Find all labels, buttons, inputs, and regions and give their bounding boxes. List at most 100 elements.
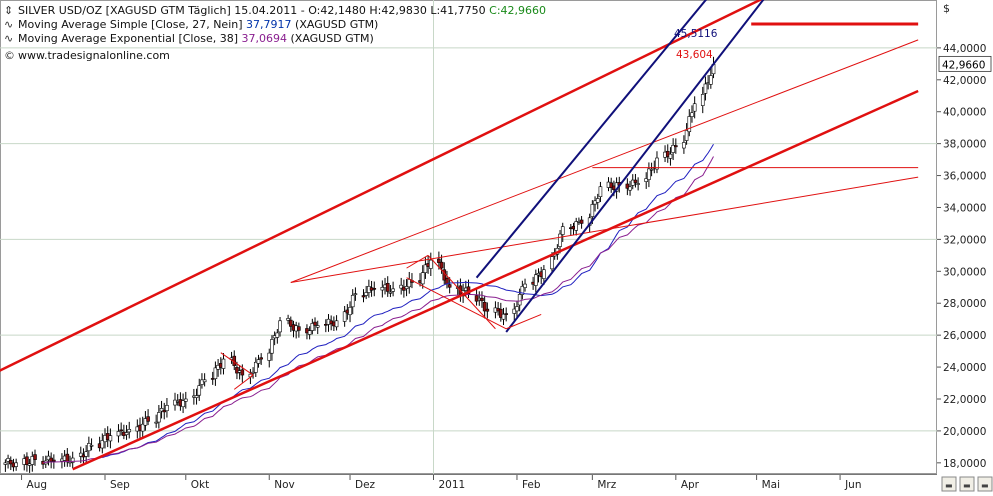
trendline — [290, 39, 919, 283]
candle — [609, 182, 614, 189]
candle — [595, 198, 600, 203]
y-tick-label: 44,0000 — [943, 43, 986, 55]
pattern-line — [220, 352, 254, 376]
pattern-line — [233, 374, 254, 390]
candle — [687, 116, 692, 133]
candle — [25, 456, 29, 465]
candle — [194, 395, 199, 398]
chart-title: SILVER USD/OZ [XAGUSD GTM Täglich] 15.04… — [18, 4, 486, 17]
candle — [437, 258, 441, 263]
candle — [124, 432, 129, 435]
candle — [423, 264, 428, 273]
y-tick-label: 20,0000 — [943, 426, 986, 438]
indicator-line-icon: ∿ — [4, 18, 14, 31]
candle — [520, 286, 525, 295]
candle — [674, 145, 678, 148]
candle — [278, 320, 282, 333]
candle — [625, 183, 630, 189]
ema-value: 37,0694 — [241, 32, 288, 45]
candle — [558, 233, 562, 247]
candle — [200, 379, 204, 385]
candle — [165, 405, 169, 412]
x-tick-label: Nov — [274, 479, 295, 491]
candle — [286, 318, 290, 321]
x-tick-label: 2011 — [438, 479, 465, 491]
candle — [65, 453, 70, 463]
candle — [14, 462, 18, 467]
candle — [221, 358, 226, 369]
candle — [70, 457, 75, 463]
candle — [517, 294, 522, 306]
candle — [542, 269, 546, 279]
candle — [574, 221, 579, 231]
candle — [364, 292, 368, 296]
candle — [33, 454, 37, 460]
candle — [534, 274, 538, 286]
close-value: C:42,9660 — [489, 4, 547, 17]
candle — [288, 319, 293, 327]
sma-source: (XAGUSD GTM) — [295, 18, 379, 31]
trendline — [0, 0, 763, 372]
candle — [512, 308, 517, 314]
candle — [348, 307, 352, 316]
candle — [350, 294, 355, 308]
candle — [480, 297, 484, 302]
candle — [49, 457, 53, 462]
upper-target-label: 45,5116 — [674, 28, 718, 40]
toolbar-button[interactable] — [941, 476, 957, 492]
legend-title-row: ⇕ SILVER USD/OZ [XAGUSD GTM Täglich] 15.0… — [4, 4, 546, 18]
candle — [388, 291, 393, 294]
candle — [372, 288, 377, 290]
toolbar-button-icon: ▬ — [945, 481, 953, 490]
candle — [202, 379, 207, 383]
candle — [140, 423, 145, 432]
legend-sma-row[interactable]: ∿ Moving Average Simple [Close, 27, Nein]… — [4, 18, 378, 32]
toolbar-button-icon: ▬ — [981, 481, 989, 490]
candle — [108, 435, 113, 442]
ema-line — [43, 156, 714, 463]
candle — [8, 459, 13, 465]
candle — [560, 226, 565, 235]
candle — [52, 459, 56, 462]
toolbar-button[interactable] — [977, 476, 993, 492]
pattern-line — [406, 277, 507, 330]
legend-website-row: © www.tradesignalonline.com — [4, 49, 170, 63]
pattern-line — [427, 255, 496, 330]
website-label: www.tradesignalonline.com — [18, 49, 170, 62]
x-tick-label: Mai — [762, 479, 780, 491]
candle — [380, 287, 385, 291]
candle — [399, 284, 403, 289]
toolbar-button[interactable] — [959, 476, 975, 492]
candle — [197, 385, 202, 396]
y-tick-label: 42,0000 — [943, 75, 986, 87]
candle — [313, 321, 317, 326]
candle — [690, 112, 694, 117]
candle — [275, 332, 280, 338]
y-tick-label: 32,0000 — [943, 234, 986, 246]
y-tick-label: 24,0000 — [943, 362, 986, 374]
candle — [270, 339, 274, 354]
candle — [30, 456, 35, 465]
candle — [159, 408, 164, 412]
y-tick-label: 40,0000 — [943, 107, 986, 119]
candle — [256, 359, 261, 364]
candle — [3, 462, 8, 465]
copyright-icon: © — [4, 49, 15, 62]
legend-ema-row[interactable]: ∿ Moving Average Exponential [Close, 38] … — [4, 32, 374, 46]
candle — [647, 168, 651, 180]
trendline — [72, 89, 919, 471]
candle — [628, 186, 632, 191]
y-tick-label: 26,0000 — [943, 330, 986, 342]
y-tick-label: 36,0000 — [943, 171, 986, 183]
y-tick-label: 30,0000 — [943, 266, 986, 278]
y-tick-label: 34,0000 — [943, 202, 986, 214]
candle — [235, 367, 239, 374]
candle — [439, 261, 444, 269]
candle — [183, 398, 188, 402]
candle — [504, 313, 508, 315]
chart-symbol-icon: ⇕ — [4, 4, 14, 17]
candle — [334, 320, 339, 328]
sma-value: 37,7917 — [246, 18, 292, 31]
candle — [649, 168, 654, 171]
